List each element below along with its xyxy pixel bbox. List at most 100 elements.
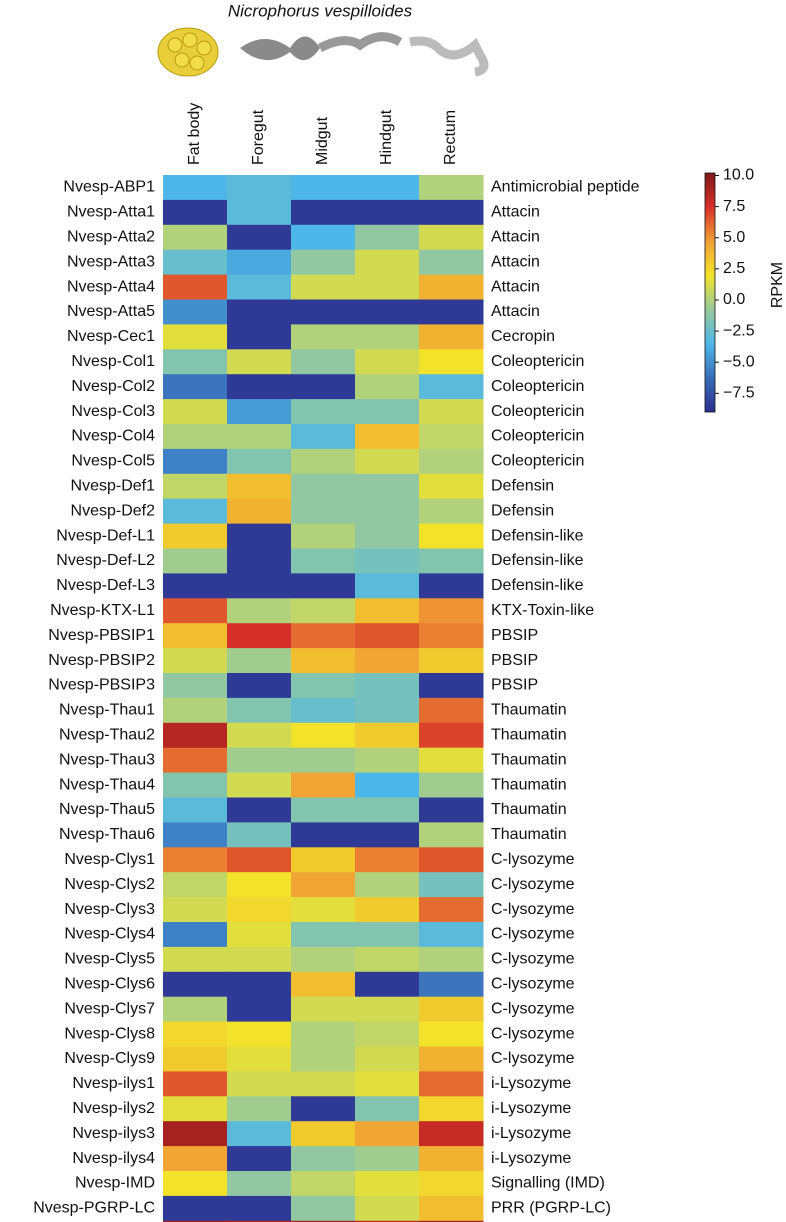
- heatmap-cell: [419, 598, 484, 624]
- row-label: Nvesp-ilys4: [72, 1150, 155, 1167]
- heatmap-cell: [291, 722, 356, 749]
- column-label: Fat body: [186, 103, 203, 165]
- heatmap-cell: [227, 548, 292, 574]
- heatmap-cell: [163, 224, 228, 251]
- row-label: Nvesp-Def-L3: [56, 577, 155, 594]
- heatmap-cell: [227, 1195, 292, 1222]
- row-annotation: C-lysozyme: [491, 901, 575, 918]
- row-label: Nvesp-Def-L1: [56, 527, 155, 544]
- heatmap-cell: [419, 797, 484, 823]
- heatmap-cell: [291, 448, 356, 475]
- row-annotation: KTX-Toxin-like: [491, 602, 594, 619]
- row-label: Nvesp-Clys9: [64, 1050, 155, 1067]
- heatmap-cell: [419, 971, 484, 998]
- heatmap-cell: [419, 772, 484, 798]
- row-annotation: Defensin-like: [491, 527, 584, 544]
- heatmap-cell: [163, 722, 228, 749]
- heatmap-cell: [227, 274, 292, 300]
- heatmap-cell: [291, 498, 356, 525]
- heatmap-cell: [355, 324, 420, 350]
- row-label: Nvesp-IMD: [75, 1175, 155, 1192]
- heatmap-cell: [291, 598, 356, 624]
- heatmap-cell: [227, 448, 292, 475]
- row-annotation: C-lysozyme: [491, 926, 575, 943]
- heatmap-cell: [419, 199, 484, 226]
- row-label: Nvesp-Thau5: [59, 801, 155, 818]
- heatmap-cell: [227, 722, 292, 749]
- row-label: Nvesp-ilys1: [72, 1075, 155, 1092]
- heatmap-cell: [227, 697, 292, 724]
- heatmap-cell: [355, 747, 420, 774]
- heatmap-cell: [227, 797, 292, 823]
- heatmap-cell: [419, 1171, 484, 1197]
- heatmap-cell: [355, 523, 420, 549]
- heatmap-cell: [355, 872, 420, 898]
- heatmap-cell: [419, 897, 484, 923]
- heatmap-cell: [291, 1121, 356, 1147]
- heatmap-cell: [227, 847, 292, 873]
- heatmap-cell: [227, 399, 292, 425]
- heatmap-cell: [355, 424, 420, 450]
- row-label: Nvesp-Atta2: [67, 228, 155, 245]
- heatmap-cell: [419, 224, 484, 251]
- heatmap-cell: [227, 1146, 292, 1172]
- heatmap-cell: [291, 349, 356, 375]
- row-annotation: Thaumatin: [491, 801, 567, 818]
- heatmap-cell: [419, 573, 484, 599]
- heatmap-cell: [355, 1171, 420, 1197]
- heatmap-cell: [355, 1220, 420, 1222]
- heatmap-cell: [419, 872, 484, 898]
- heatmap-cell: [163, 598, 228, 624]
- heatmap-cell: [355, 374, 420, 400]
- heatmap-cell: [355, 224, 420, 251]
- heatmap-cell: [291, 1096, 356, 1122]
- row-annotation: Coleoptericin: [491, 378, 584, 395]
- row-label: Nvesp-PGRP-LC: [33, 1200, 155, 1217]
- row-label: Nvesp-PBSIP1: [48, 627, 155, 644]
- heatmap-cell: [163, 1121, 228, 1147]
- row-label: Nvesp-Clys2: [64, 876, 155, 893]
- row-annotation: Thaumatin: [491, 726, 567, 743]
- heatmap-cell: [227, 673, 292, 699]
- row-label: Nvesp-Def-L2: [56, 552, 155, 569]
- heatmap-cell: [355, 598, 420, 624]
- heatmap-cell: [291, 1021, 356, 1047]
- heatmap-cell: [227, 922, 292, 948]
- colorbar-tick-label: −2.5: [723, 322, 755, 339]
- row-annotation: i-Lysozyme: [491, 1100, 571, 1117]
- heatmap-cell: [355, 299, 420, 325]
- row-label: Nvesp-Thau3: [59, 751, 155, 768]
- heatmap-cell: [163, 424, 228, 450]
- heatmap-cell: [163, 374, 228, 400]
- row-label: Nvesp-Col5: [71, 453, 155, 470]
- heatmap-cell: [163, 1021, 228, 1047]
- heatmap-cell: [419, 623, 484, 649]
- heatmap-cell: [291, 1171, 356, 1197]
- row-label: Nvesp-ilys3: [72, 1125, 155, 1142]
- heatmap-cell: [355, 697, 420, 724]
- heatmap-cell: [291, 1046, 356, 1072]
- heatmap-cell: [163, 1071, 228, 1097]
- heatmap-cell: [355, 1195, 420, 1222]
- heatmap-cell: [419, 498, 484, 525]
- heatmap-cell: [419, 349, 484, 375]
- heatmap-cell: [227, 971, 292, 998]
- heatmap-cell: [355, 1146, 420, 1172]
- heatmap-cell: [163, 1171, 228, 1197]
- heatmap-cell: [227, 996, 292, 1023]
- row-label: Nvesp-ABP1: [63, 179, 155, 196]
- row-annotation: Attacin: [491, 253, 540, 270]
- heatmap-cell: [419, 299, 484, 325]
- heatmap-cell: [163, 996, 228, 1023]
- heatmap-cell: [291, 897, 356, 923]
- heatmap-cell: [163, 772, 228, 798]
- heatmap-cell: [291, 374, 356, 400]
- heatmap-cell: [355, 897, 420, 923]
- heatmap-cell: [227, 523, 292, 549]
- heatmap-cell: [291, 772, 356, 798]
- row-annotation: C-lysozyme: [491, 1050, 575, 1067]
- heatmap-cell: [163, 299, 228, 325]
- chart-title: Nicrophorus vespilloides: [228, 1, 413, 20]
- heatmap-cell: [227, 598, 292, 624]
- heatmap-cell: [291, 822, 356, 848]
